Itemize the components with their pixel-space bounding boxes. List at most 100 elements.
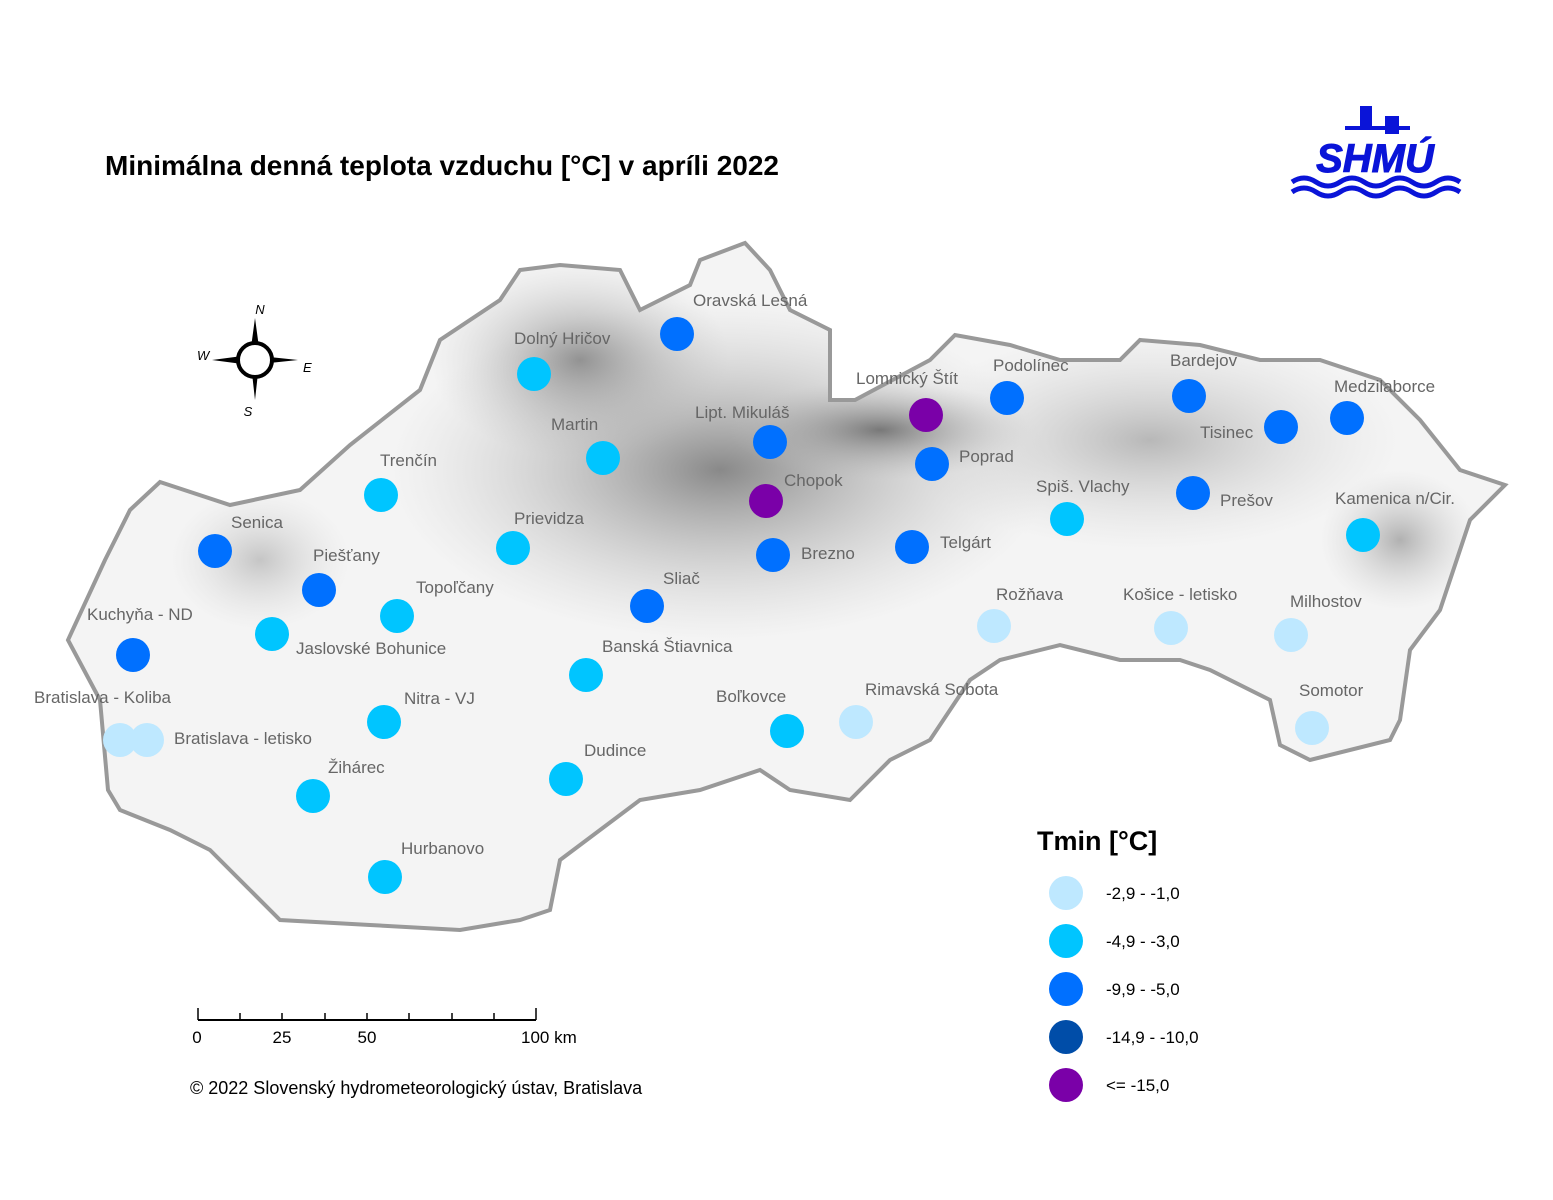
station-label: Košice - letisko <box>1123 585 1237 604</box>
station-dot <box>1330 401 1364 435</box>
station-label: Oravská Lesná <box>693 291 808 310</box>
legend-swatch <box>1049 1068 1083 1102</box>
station-label: Bardejov <box>1170 351 1238 370</box>
station-dot <box>116 638 150 672</box>
station-dot <box>380 599 414 633</box>
compass-s: S <box>244 404 253 419</box>
station-dot <box>103 723 137 757</box>
station-dot <box>586 441 620 475</box>
station-label: Jaslovské Bohunice <box>296 639 446 658</box>
station-dot <box>1050 502 1084 536</box>
compass-w: W <box>197 348 211 363</box>
station-dot <box>756 538 790 572</box>
legend-label: -2,9 - -1,0 <box>1106 884 1180 903</box>
station-label: Kamenica n/Cir. <box>1335 489 1455 508</box>
legend-label: -9,9 - -5,0 <box>1106 980 1180 999</box>
station-dot <box>977 609 1011 643</box>
copyright: © 2022 Slovenský hydrometeorologický úst… <box>190 1078 643 1098</box>
legend-title: Tmin [°C] <box>1037 826 1157 856</box>
scale-label: 25 <box>273 1028 292 1047</box>
station-label: Sliač <box>663 569 700 588</box>
station-label: Žihárec <box>328 758 385 777</box>
station-dot <box>753 425 787 459</box>
station-label: Poprad <box>959 447 1014 466</box>
legend: Tmin [°C] -2,9 - -1,0 -4,9 - -3,0 -9,9 - -… <box>1037 826 1199 1102</box>
station-dot <box>1274 618 1308 652</box>
station-label: Senica <box>231 513 284 532</box>
station-label: Lipt. Mikuláš <box>695 403 789 422</box>
station-dot <box>130 723 164 757</box>
legend-swatch <box>1049 924 1083 958</box>
station-dot <box>517 357 551 391</box>
station-dot <box>749 484 783 518</box>
station-label: Prešov <box>1220 491 1273 510</box>
legend-label: -4,9 - -3,0 <box>1106 932 1180 951</box>
station-dot <box>1172 379 1206 413</box>
station-label: Medzilaborce <box>1334 377 1435 396</box>
station-label: Spiš. Vlachy <box>1036 477 1130 496</box>
station-label: Banská Štiavnica <box>602 637 733 656</box>
station-label: Chopok <box>784 471 843 490</box>
station-dot <box>895 530 929 564</box>
station-label: Bratislava - letisko <box>174 729 312 748</box>
station-dot <box>915 447 949 481</box>
scale-label: 0 <box>192 1028 201 1047</box>
title: Minimálna denná teplota vzduchu [°C] v a… <box>105 150 779 181</box>
scale-label: 50 <box>358 1028 377 1047</box>
station-dot <box>909 398 943 432</box>
station-dot <box>367 705 401 739</box>
station-dot <box>1154 611 1188 645</box>
station-dot <box>496 531 530 565</box>
legend-swatch <box>1049 876 1083 910</box>
station-dot <box>1295 711 1329 745</box>
station-label: Martin <box>551 415 598 434</box>
station-label: Telgárt <box>940 533 991 552</box>
station-dot <box>255 617 289 651</box>
station-dot <box>1264 410 1298 444</box>
station-label: Rimavská Sobota <box>865 680 999 699</box>
station-dot <box>770 714 804 748</box>
logo-text: SHMÚ <box>1316 135 1435 181</box>
station-dot <box>549 762 583 796</box>
station-dot <box>569 658 603 692</box>
station-label: Brezno <box>801 544 855 563</box>
station-label: Topoľčany <box>416 578 494 597</box>
station-dot <box>990 381 1024 415</box>
station-dot <box>839 705 873 739</box>
station-label: Tisinec <box>1200 423 1254 442</box>
compass-e: E <box>303 360 312 375</box>
station-dot <box>302 573 336 607</box>
station-dot <box>368 860 402 894</box>
station-label: Nitra - VJ <box>404 689 475 708</box>
scale-label: 100 km <box>521 1028 577 1047</box>
stations: Oravská Lesná Dolný Hričov Martin Lipt. Mik… <box>34 291 1455 894</box>
station-label: Trenčín <box>380 451 437 470</box>
legend-label: <= -15,0 <box>1106 1076 1169 1095</box>
station-label: Boľkovce <box>716 687 786 706</box>
station-label: Bratislava - Koliba <box>34 688 172 707</box>
station-dot <box>1346 518 1380 552</box>
station-dot <box>1176 476 1210 510</box>
station-label: Lomnický Štít <box>856 369 958 388</box>
station-dot <box>364 478 398 512</box>
station-label: Prievidza <box>514 509 584 528</box>
station-label: Rožňava <box>996 585 1064 604</box>
station-dot <box>198 534 232 568</box>
station-dot <box>630 589 664 623</box>
legend-swatch <box>1049 1020 1083 1054</box>
station-label: Podolínec <box>993 356 1069 375</box>
station-label: Dudince <box>584 741 646 760</box>
station-label: Kuchyňa - ND <box>87 605 193 624</box>
station-dot <box>296 779 330 813</box>
compass: N E S W <box>197 302 312 419</box>
station-label: Piešťany <box>313 546 380 565</box>
scalebar: 0 25 50 100 km <box>192 1008 577 1047</box>
legend-label: -14,9 - -10,0 <box>1106 1028 1199 1047</box>
station-dot <box>660 317 694 351</box>
station-label: Milhostov <box>1290 592 1362 611</box>
compass-n: N <box>255 302 265 317</box>
station-label: Somotor <box>1299 681 1364 700</box>
station-label: Dolný Hričov <box>514 329 611 348</box>
station-label: Hurbanovo <box>401 839 484 858</box>
